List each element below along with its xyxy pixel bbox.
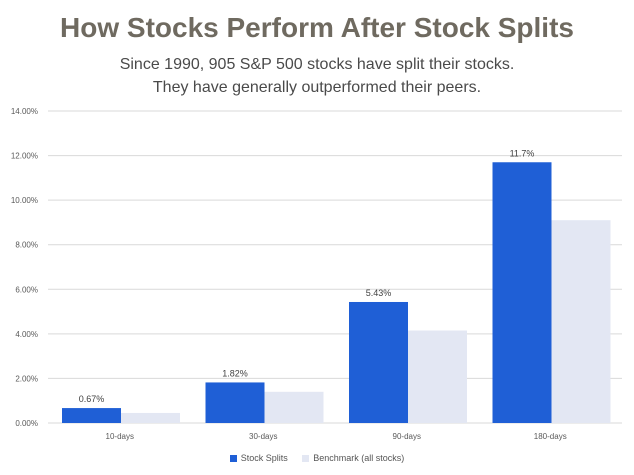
legend-item-stock-splits: Stock Splits (229, 453, 288, 463)
data-label: 11.7% (510, 148, 535, 158)
y-tick-label: 12.00% (11, 152, 38, 161)
y-tick-label: 0.00% (15, 419, 38, 428)
bar-benchmark (264, 391, 324, 423)
y-tick-label: 8.00% (15, 241, 38, 250)
y-tick-label: 4.00% (15, 330, 38, 339)
chart-subtitle-line-2: They have generally outperformed their p… (152, 79, 482, 96)
bar-stock-splits (349, 301, 408, 423)
chart-title: How Stocks Perform After Stock Splits (60, 12, 574, 43)
x-tick-label: 180-days (534, 432, 567, 441)
y-tick-label: 2.00% (15, 374, 38, 383)
legend-label-stock-splits: Stock Splits (240, 453, 288, 463)
legend-swatch-benchmark (302, 455, 310, 463)
y-tick-label: 6.00% (15, 285, 38, 294)
legend-label-benchmark: Benchmark (all stocks) (313, 453, 405, 463)
bar-stock-splits (62, 408, 121, 423)
bar-benchmark (121, 412, 180, 423)
chart-subtitle-line-1: Since 1990, 905 S&P 500 stocks have spli… (119, 56, 515, 73)
legend-item-benchmark: Benchmark (all stocks) (302, 453, 404, 463)
data-label: 5.43% (366, 288, 392, 298)
y-tick-label: 14.00% (11, 107, 38, 116)
y-tick-label: 10.00% (11, 196, 38, 205)
bar-stock-splits (492, 162, 552, 423)
x-tick-label: 10-days (106, 432, 134, 441)
bar-stock-splits (205, 382, 265, 423)
legend: Stock Splits Benchmark (all stocks) (0, 453, 634, 463)
x-tick-label: 30-days (249, 432, 277, 441)
x-tick-label: 90-days (393, 432, 421, 441)
data-label: 0.67% (79, 394, 105, 404)
legend-swatch-stock-splits (229, 455, 237, 463)
bar-benchmark (551, 220, 611, 423)
bar-benchmark (408, 330, 467, 423)
data-label: 1.82% (222, 368, 248, 378)
